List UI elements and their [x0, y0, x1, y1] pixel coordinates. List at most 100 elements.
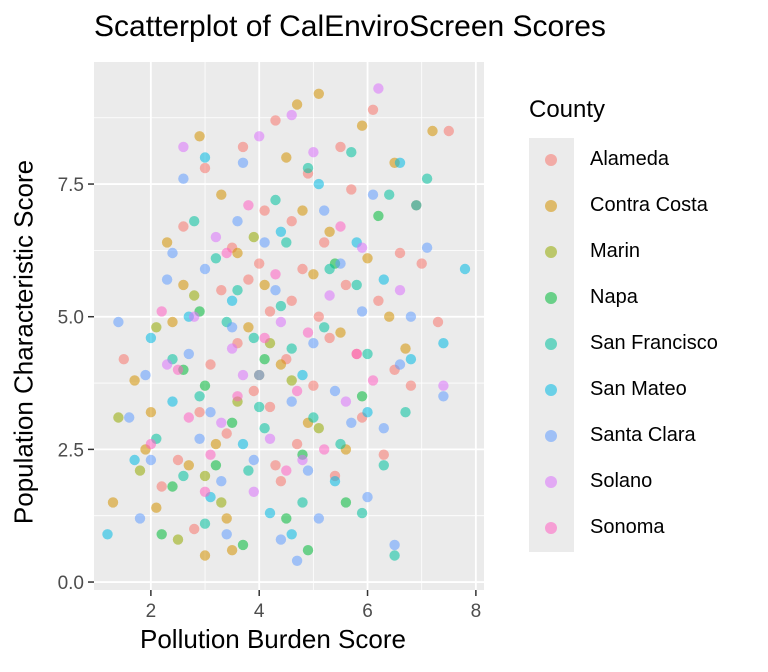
point-alameda — [324, 332, 335, 344]
point-san-francisco — [194, 391, 205, 402]
point-solano — [394, 285, 406, 296]
point-contra-costa — [167, 316, 178, 328]
point-solano — [340, 396, 352, 407]
point-contra-costa — [178, 279, 189, 291]
point-santa-clara — [140, 369, 151, 381]
point-contra-costa — [291, 99, 303, 110]
point-alameda — [254, 258, 265, 269]
point-santa-clara — [329, 385, 341, 397]
point-contra-costa — [313, 88, 324, 100]
point-contra-costa — [275, 359, 287, 370]
point-alameda — [286, 216, 297, 227]
point-napa — [356, 391, 368, 402]
legend-key — [545, 522, 557, 534]
point-napa — [340, 497, 352, 508]
point-contra-costa — [427, 125, 438, 137]
point-contra-costa — [324, 226, 335, 237]
legend-item-san-francisco: San Francisco — [529, 322, 759, 368]
point-solano — [189, 311, 200, 322]
point-alameda — [286, 295, 297, 306]
point-san-francisco — [210, 253, 222, 264]
point-alameda — [416, 258, 427, 269]
point-santa-clara — [226, 322, 238, 333]
point-san-francisco — [335, 438, 346, 450]
point-contra-costa — [308, 269, 319, 280]
point-solano — [286, 109, 297, 121]
point-santa-clara — [216, 476, 227, 487]
x-axis-label: Pollution Burden Score — [140, 624, 406, 654]
legend-key — [545, 476, 557, 488]
y-tick-label: 0.0 — [58, 573, 84, 594]
point-contra-costa — [356, 120, 368, 131]
point-contra-costa — [226, 545, 238, 556]
point-san-mateo — [297, 369, 308, 381]
point-alameda — [367, 104, 379, 116]
point-san-francisco — [254, 401, 265, 413]
point-santa-clara — [124, 412, 135, 423]
point-contra-costa — [297, 205, 308, 216]
point-contra-costa — [210, 438, 222, 450]
point-sonoma — [319, 444, 330, 455]
point-santa-clara — [183, 348, 194, 360]
point-santa-clara — [362, 491, 373, 503]
point-san-mateo — [438, 338, 449, 349]
point-marin — [199, 470, 211, 482]
point-napa — [199, 380, 211, 391]
point-napa — [302, 545, 314, 556]
point-contra-costa — [232, 247, 243, 259]
point-san-francisco — [270, 194, 281, 206]
point-sonoma — [232, 391, 243, 402]
point-santa-clara — [113, 316, 124, 328]
point-sonoma — [367, 375, 379, 386]
point-san-mateo — [145, 332, 157, 344]
point-san-mateo — [264, 507, 276, 519]
point-alameda — [394, 247, 406, 259]
point-san-mateo — [167, 396, 178, 407]
point-alameda — [291, 438, 303, 450]
point-santa-clara — [248, 454, 259, 466]
point-sonoma — [221, 247, 232, 259]
y-tick-label: 5.0 — [58, 308, 84, 329]
legend-item-contra-costa: Contra Costa — [529, 184, 759, 230]
point-sonoma — [205, 449, 216, 460]
point-santa-clara — [275, 534, 287, 545]
legend-key — [545, 200, 557, 212]
point-marin — [113, 412, 124, 423]
point-contra-costa — [243, 322, 254, 333]
point-santa-clara — [221, 529, 232, 540]
point-solano — [373, 83, 384, 94]
point-marin — [286, 375, 297, 386]
legend-label: Napa — [590, 286, 638, 308]
legend-label: Sonoma — [590, 516, 665, 538]
point-alameda — [199, 162, 211, 174]
point-santa-clara — [438, 391, 449, 402]
point-san-francisco — [324, 263, 335, 275]
point-contra-costa — [281, 152, 292, 163]
point-sonoma — [156, 306, 167, 317]
point-solano — [248, 486, 259, 497]
point-napa — [373, 210, 384, 222]
point-san-mateo — [405, 354, 417, 365]
point-alameda — [221, 428, 232, 439]
y-tick-label: 7.5 — [58, 175, 84, 196]
point-santa-clara — [199, 263, 211, 275]
point-alameda — [178, 221, 189, 232]
point-marin — [151, 322, 162, 333]
point-santa-clara — [237, 157, 249, 168]
point-san-francisco — [243, 465, 254, 476]
point-contra-costa — [107, 497, 119, 508]
point-san-francisco — [411, 200, 422, 211]
point-san-francisco — [378, 460, 389, 471]
point-sonoma — [270, 269, 281, 280]
point-alameda — [118, 354, 129, 365]
legend-item-sonoma: Sonoma — [529, 506, 759, 552]
point-napa — [259, 354, 270, 365]
axes: 2 4 6 8 0.0 2.5 5.0 7.5 — [58, 175, 482, 622]
point-alameda — [156, 481, 167, 492]
point-santa-clara — [378, 423, 389, 434]
point-alameda — [248, 385, 259, 397]
point-san-mateo — [362, 407, 373, 418]
point-contra-costa — [384, 311, 395, 322]
point-san-mateo — [102, 529, 113, 540]
